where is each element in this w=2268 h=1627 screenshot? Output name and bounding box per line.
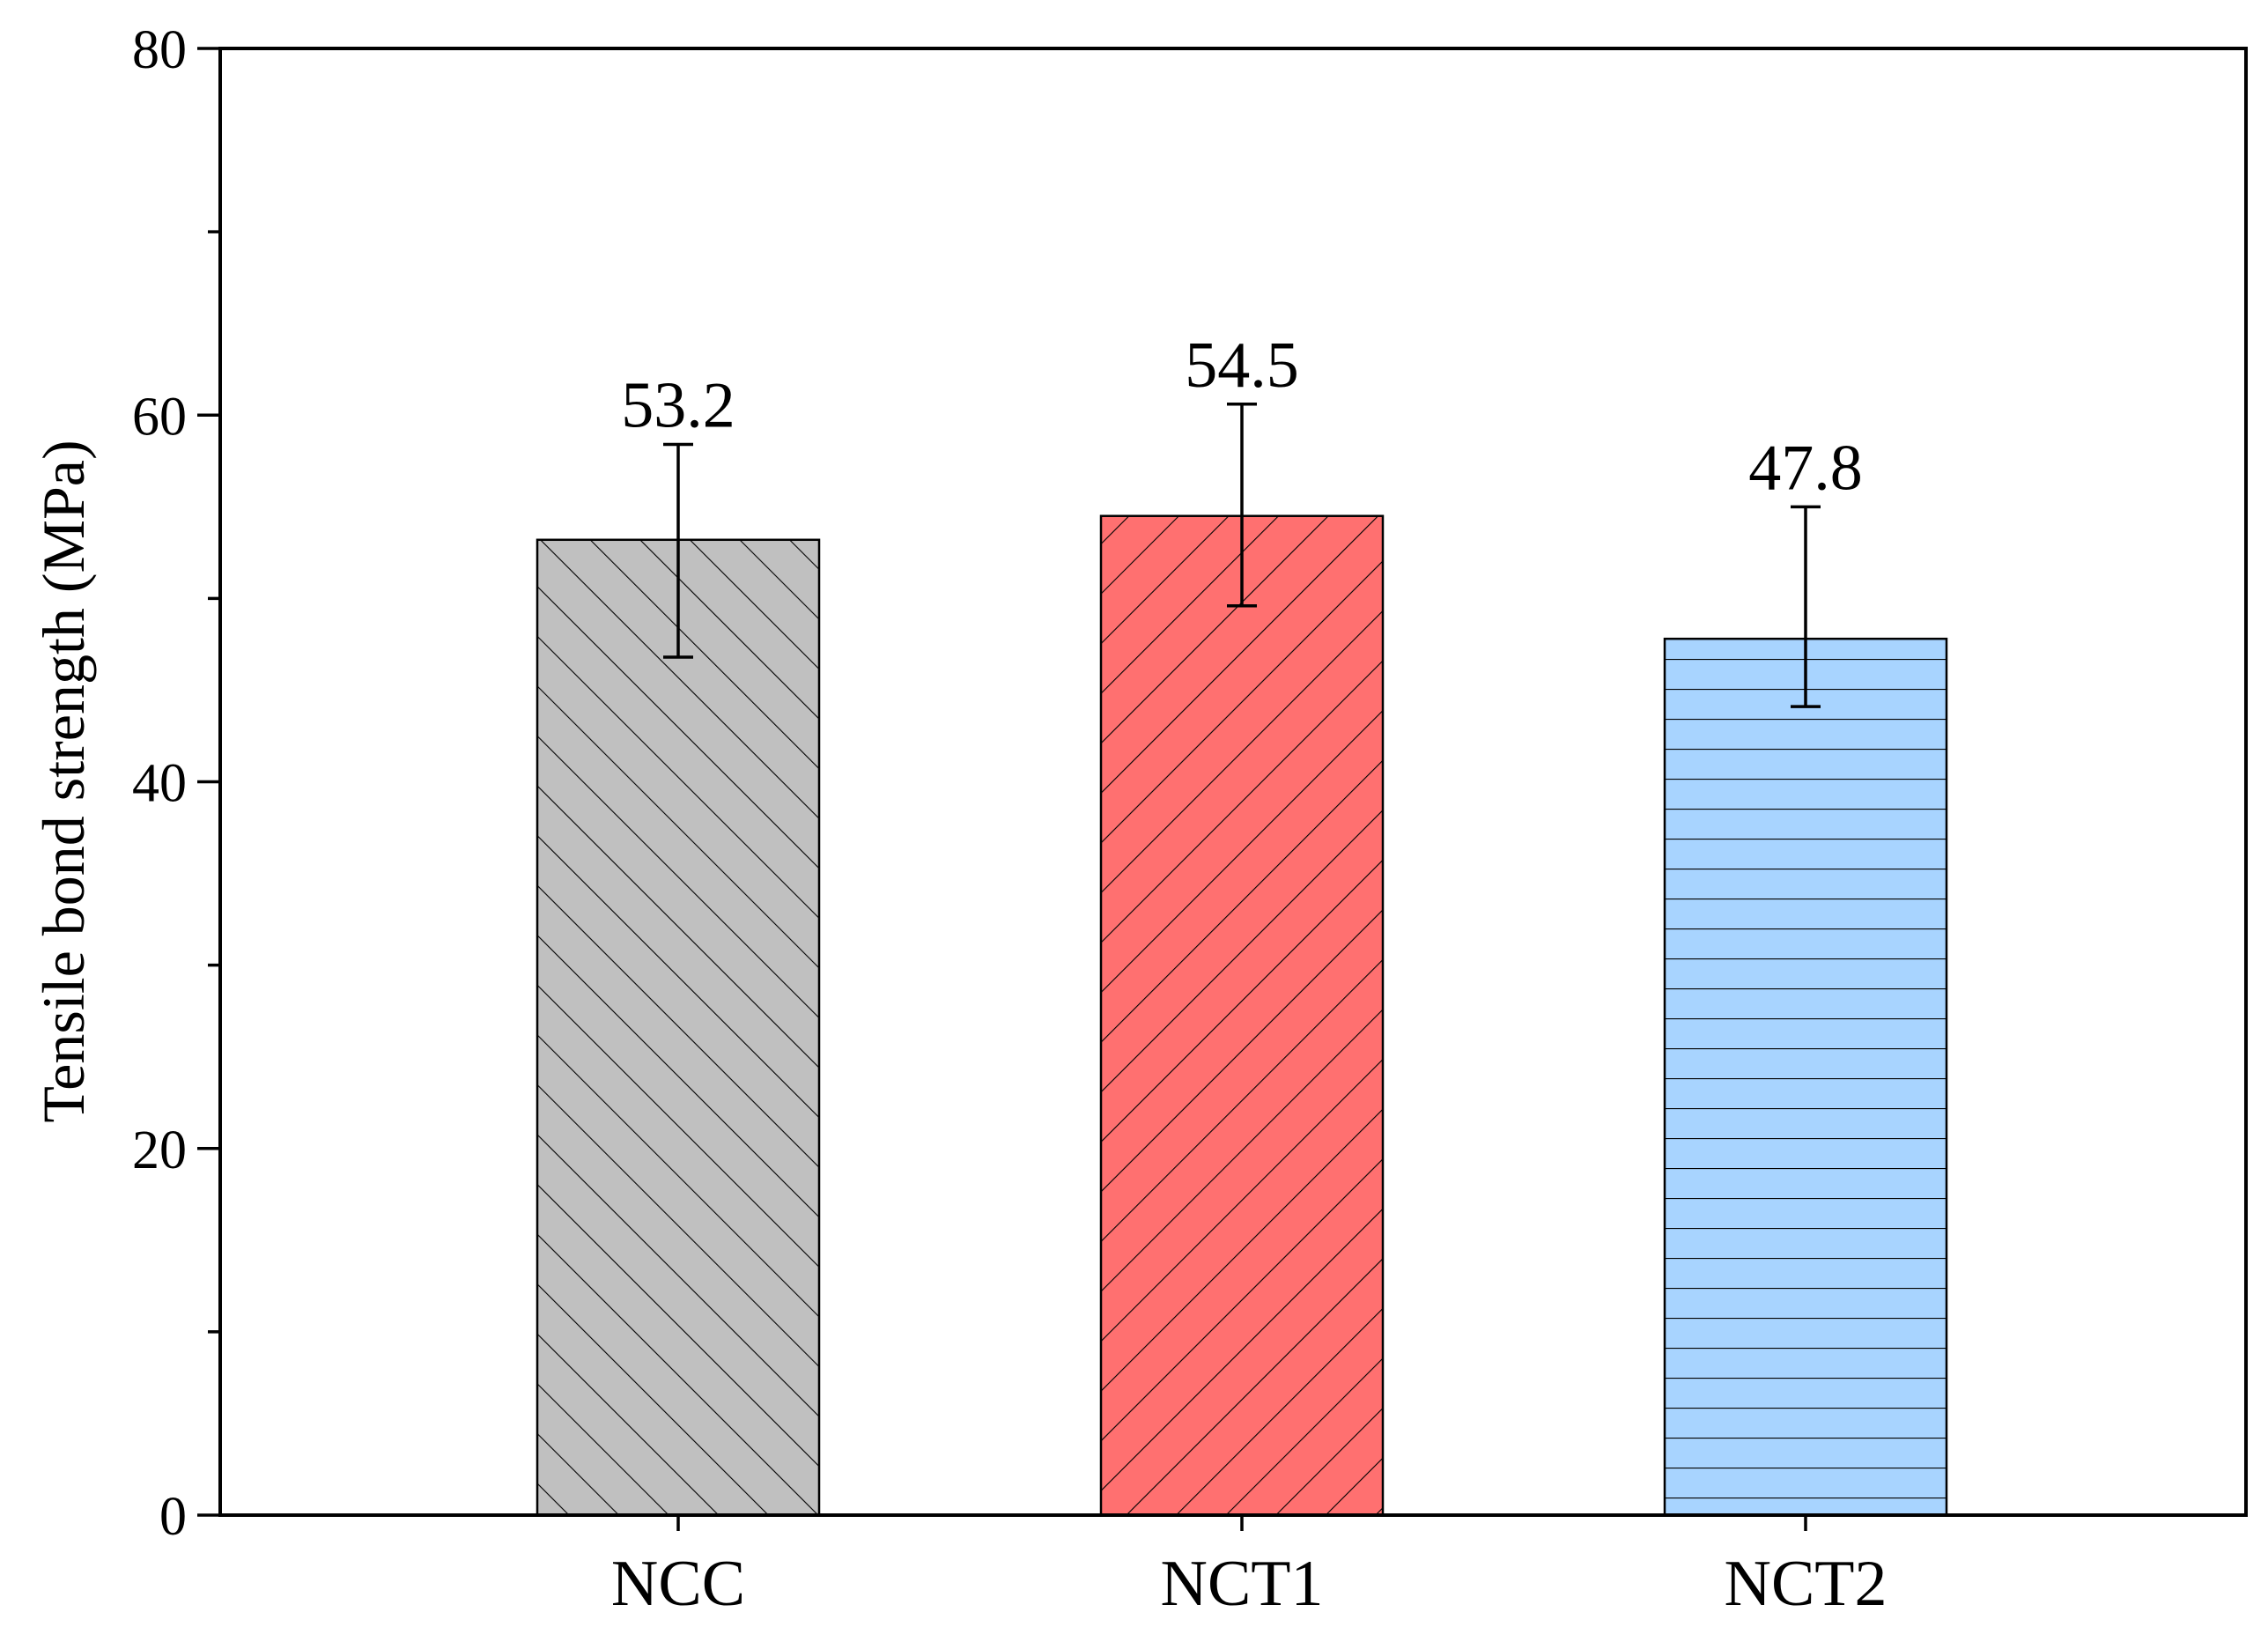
value-label-nct1: 54.5 — [1185, 329, 1299, 402]
y-axis-tick-labels: 0 20 40 60 80 — [132, 20, 187, 1547]
bar-hatch-nct2 — [1665, 639, 1947, 1515]
y-tick-label: 60 — [132, 387, 187, 447]
error-bar-series — [663, 403, 1821, 708]
x-axis-tick-labels: NCC NCT1 NCT2 — [611, 1548, 1888, 1620]
bar-series — [536, 514, 1948, 1517]
bar-hatch-nct1 — [1101, 515, 1383, 1515]
x-tick-label-nct2: NCT2 — [1725, 1548, 1888, 1620]
x-tick-label-ncc: NCC — [611, 1548, 745, 1620]
x-tick-label-nct1: NCT1 — [1161, 1548, 1324, 1620]
bar-hatch-ncc — [537, 539, 819, 1515]
y-tick-label: 80 — [132, 20, 187, 80]
value-label-ncc: 53.2 — [621, 370, 735, 442]
value-label-series: 53.2 54.5 47.8 — [621, 329, 1863, 505]
y-tick-label: 40 — [132, 754, 187, 814]
y-tick-label: 20 — [132, 1120, 187, 1180]
value-label-nct2: 47.8 — [1748, 432, 1863, 504]
x-axis-ticks — [676, 1515, 1807, 1531]
y-axis-ticks — [197, 47, 220, 1517]
y-tick-label: 0 — [159, 1487, 187, 1547]
y-axis-label: Tensile bond strength (MPa) — [30, 440, 97, 1122]
